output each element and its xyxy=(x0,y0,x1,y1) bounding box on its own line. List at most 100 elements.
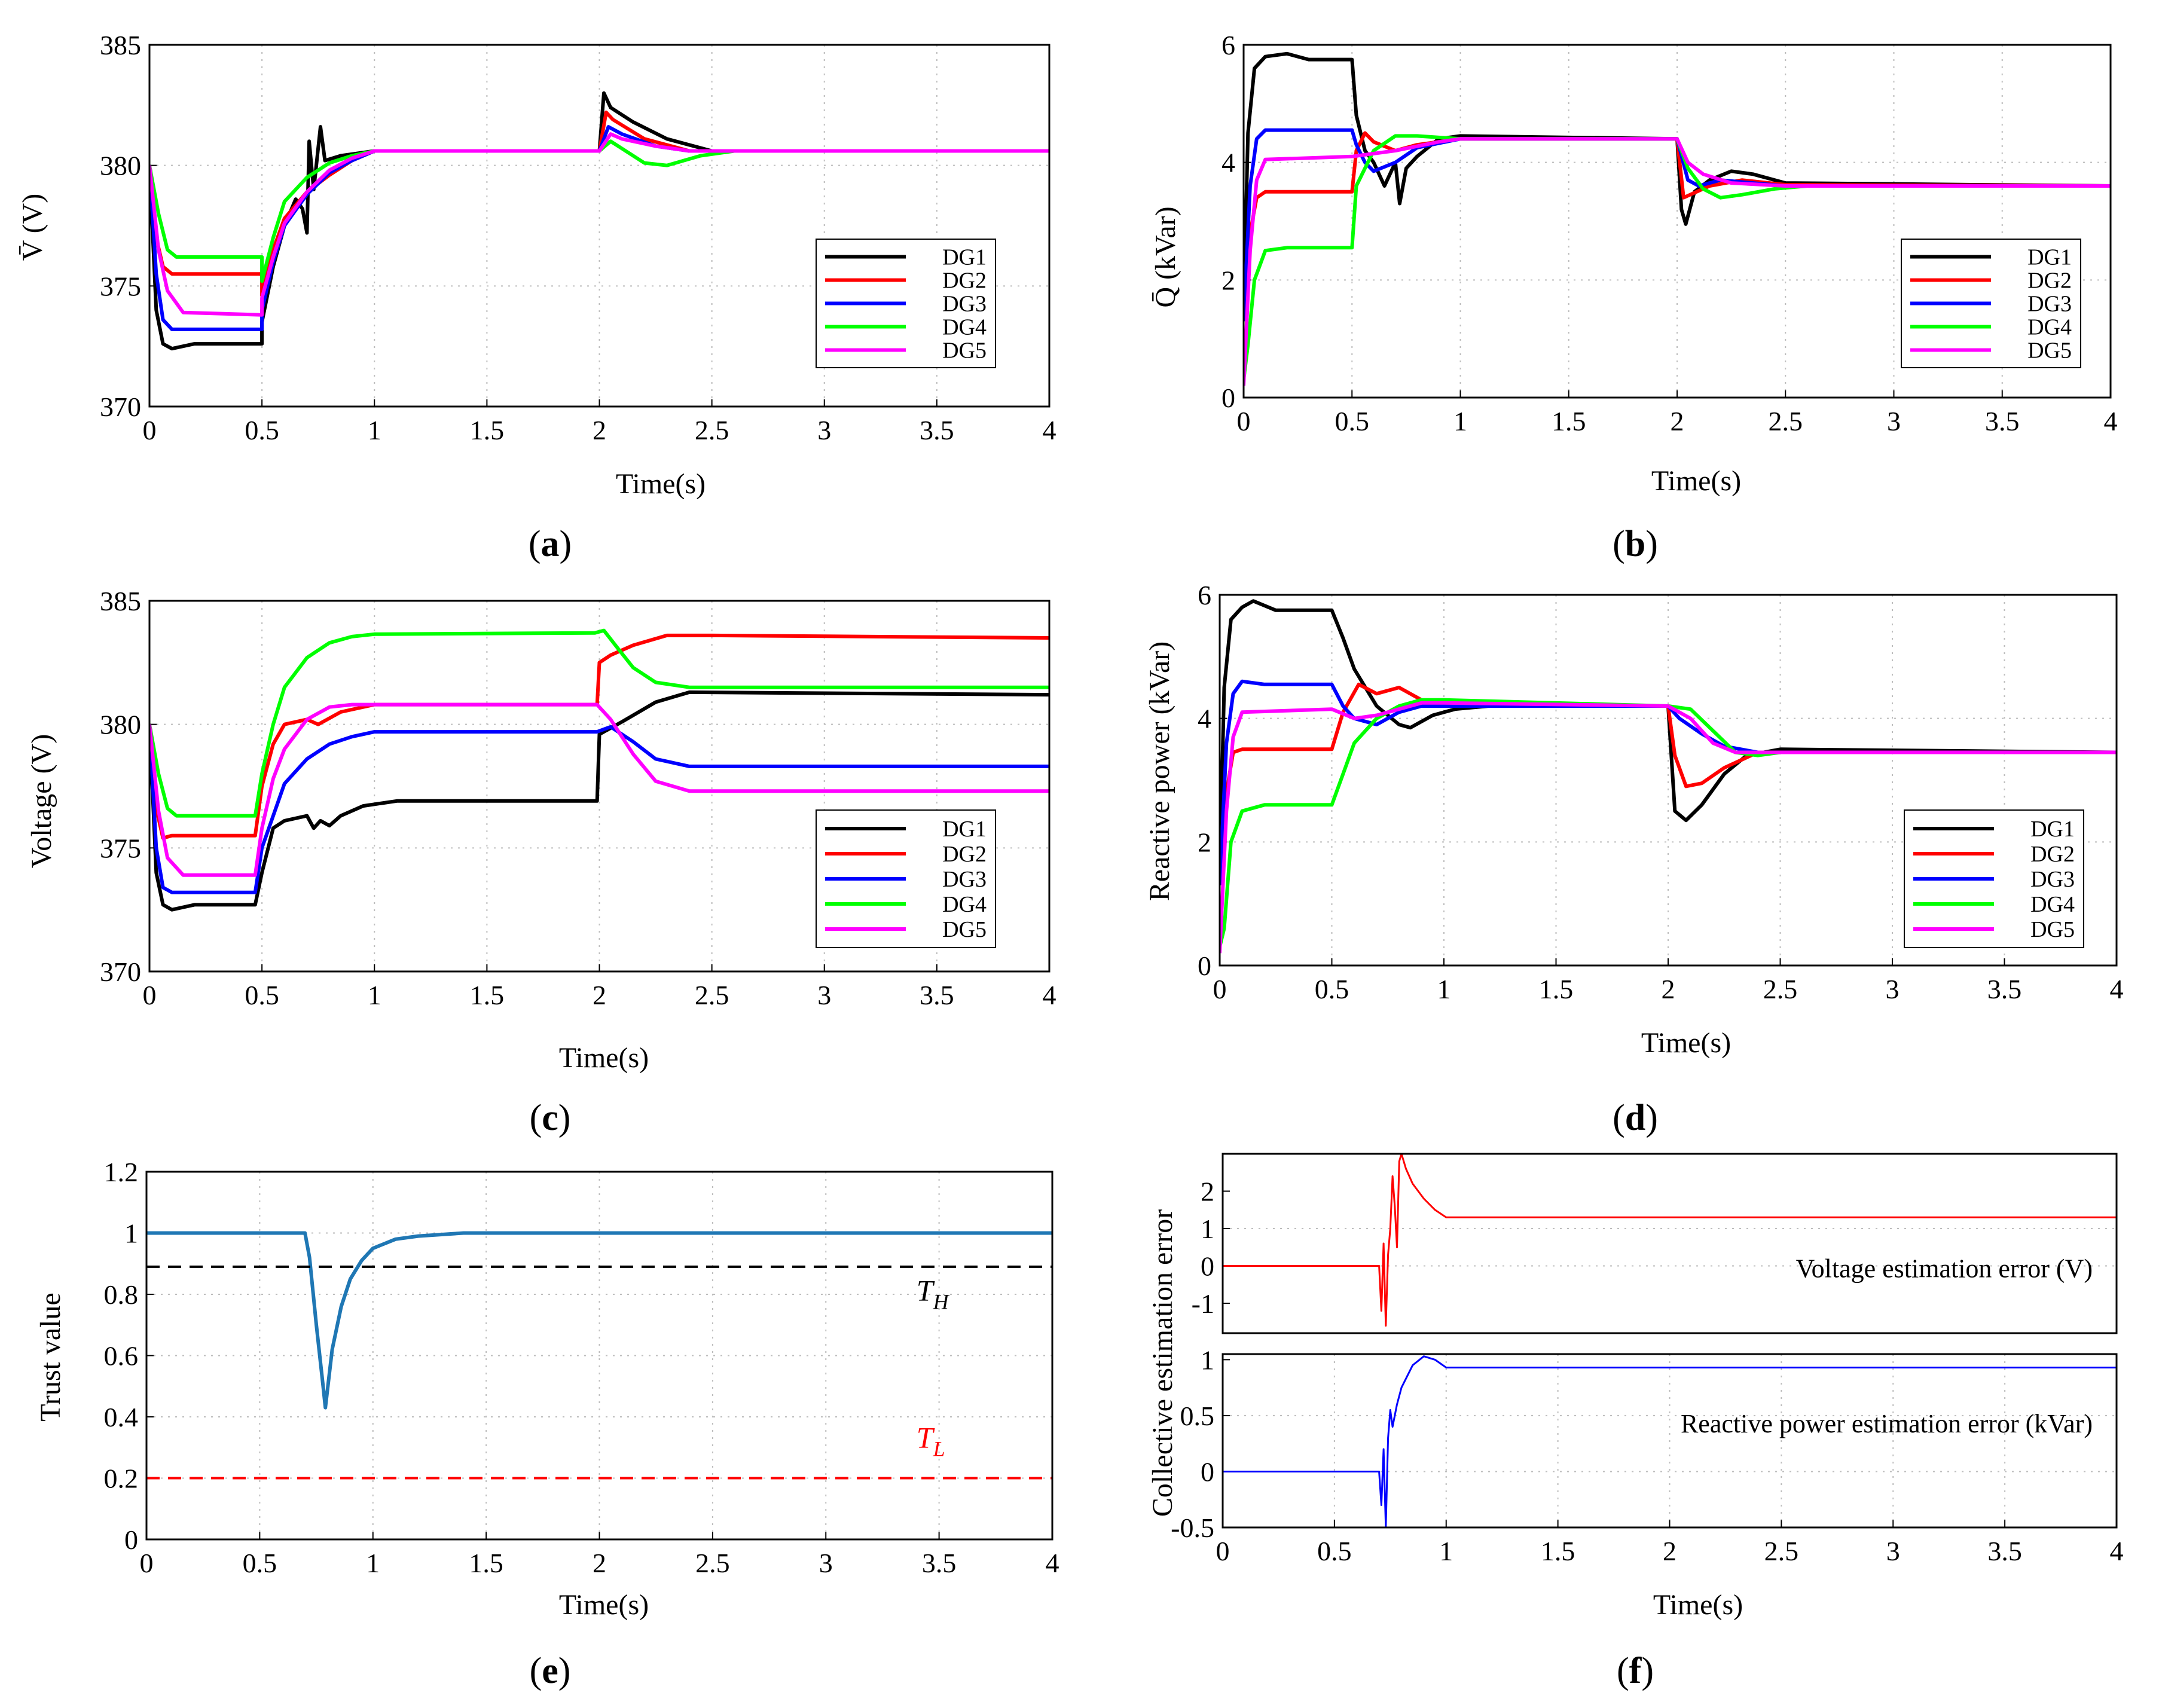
panel-f1-series-group xyxy=(1223,1154,2117,1327)
panel-f1-frame xyxy=(1222,1153,2118,1334)
panel-d-xtick-label: 3 xyxy=(1886,974,1900,1004)
panel-c-legend-label: DG4 xyxy=(942,892,987,917)
panel-f2-series-reactive-power-estimation-error xyxy=(1223,1355,2117,1527)
panel-c-ytick-label: 380 xyxy=(100,710,141,740)
panel-c-xtick-label: 3.5 xyxy=(920,980,954,1010)
panel-c-xtick-label: 3 xyxy=(817,980,831,1010)
panel-f2-xtick-label: 2.5 xyxy=(1764,1536,1799,1566)
panel-a-legend-label: DG2 xyxy=(942,268,987,294)
panel-f2-ytick-label: 1 xyxy=(1201,1345,1214,1375)
panel-a-xtick-label: 0.5 xyxy=(245,415,279,445)
panel-f2-xtick-label: 4 xyxy=(2110,1536,2124,1566)
panel-a-xtick-label: 3.5 xyxy=(920,415,954,445)
panel-e-ytick-label: 1 xyxy=(124,1218,138,1249)
panel-d-letter: d xyxy=(1625,1098,1645,1138)
panel-b-xtick-label: 2.5 xyxy=(1769,406,1803,436)
panel-b-ytick-label: 2 xyxy=(1222,265,1235,295)
panel-c-voltage-chart: Voltage (V) Time(s) (c) 0 0.5 1 1.5 2 2.5 3 3.5… xyxy=(26,586,1056,1138)
panel-b-xtick-label: 4 xyxy=(2104,406,2118,436)
panel-b-series-dg5 xyxy=(1244,137,2111,386)
panel-c-label: (c) xyxy=(530,1098,571,1138)
panel-e-ytick-label: 0.6 xyxy=(104,1341,139,1371)
panel-d-ytick-label: 6 xyxy=(1198,580,1211,610)
panel-c-ytick-label: 385 xyxy=(100,586,141,616)
panel-c-legend-label: DG5 xyxy=(942,917,987,942)
panel-a-series-dg1 xyxy=(149,91,1049,351)
panel-c-legend-label: DG2 xyxy=(942,842,987,867)
panel-a-xtick-label: 1 xyxy=(368,415,381,445)
panel-a-legend-label: DG3 xyxy=(942,292,987,317)
panel-e-xtick-label: 2.5 xyxy=(695,1548,730,1578)
panel-e-xtick-label: 0.5 xyxy=(243,1548,277,1578)
panel-a-voltage-estimate-chart: V̄ (V) Time(s) (a) 0 0.5 1 1.5 2 2.5 3 3.5 4 370 3… xyxy=(17,30,1056,564)
panel-b-xtick-label: 0.5 xyxy=(1335,406,1370,436)
panel-c-frame xyxy=(148,600,1051,973)
panel-b-legend-label: DG3 xyxy=(2027,292,2072,317)
panel-a-xtick-label: 4 xyxy=(1043,415,1056,445)
panel-d-reactive-power-chart: Reactive power (kVar) Time(s) (d) 0 0.5 1 1… xyxy=(1144,580,2124,1138)
panel-c-series-dg4 xyxy=(149,628,1049,818)
panel-e-letter: e xyxy=(542,1651,558,1691)
panel-f2-xtick-label: 2 xyxy=(1663,1536,1676,1566)
panel-f2-xtick-label: 1.5 xyxy=(1541,1536,1575,1566)
panel-b-ytick-label: 4 xyxy=(1222,148,1235,178)
panel-f1-ytick-label: 0 xyxy=(1201,1251,1214,1282)
panel-b-letter: b xyxy=(1625,524,1645,564)
panel-b-xtick-label: 3.5 xyxy=(1985,406,2020,436)
panel-f1-ytick-label: -1 xyxy=(1192,1288,1214,1319)
panel-a-xtick-label: 1.5 xyxy=(470,415,505,445)
panel-a-xtick-label: 2.5 xyxy=(695,415,729,445)
panel-a-ytick-label: 385 xyxy=(100,30,141,60)
panel-d-legend-label: DG5 xyxy=(2030,917,2075,942)
panel-d-xtick-label: 3.5 xyxy=(1987,974,2022,1004)
panel-c-letter: c xyxy=(542,1098,558,1138)
panel-f1-ytick-label: 1 xyxy=(1201,1214,1214,1244)
panel-d-ytick-label: 0 xyxy=(1198,951,1211,981)
panel-d-xlabel: Time(s) xyxy=(1641,1027,1731,1059)
panel-e-plot-area: 0 0.5 1 1.5 2 2.5 3 3.5 4 0 0.2 0.4 0.6 0.8 1 1.2 TH TL xyxy=(104,1157,1059,1578)
panel-b-xtick-label: 1 xyxy=(1453,406,1467,436)
panel-b-xtick-label: 0 xyxy=(1237,406,1251,436)
panel-d-legend-label: DG2 xyxy=(2030,842,2075,867)
panel-a-ytick-label: 375 xyxy=(100,271,141,301)
panel-b-reactive-power-estimate-chart: Q̄ (kVar) Time(s) (b) 0 0.5 1 1.5 2 2.5 3 3.5 40… xyxy=(1150,30,2118,564)
panel-e-series-trust-value xyxy=(146,1231,1052,1410)
panel-b-frame xyxy=(1242,44,2112,399)
panel-d-xtick-label: 2.5 xyxy=(1763,974,1798,1004)
panel-e-xtick-label: 0 xyxy=(140,1548,154,1578)
panel-d-label: (d) xyxy=(1613,1098,1658,1138)
panel-f-xlabel: Time(s) xyxy=(1653,1589,1743,1621)
panel-a-series-group xyxy=(149,91,1049,351)
panel-c-legend-label: DG1 xyxy=(942,817,987,842)
panel-e-ytick-label: 0 xyxy=(124,1524,138,1555)
panel-e-ytick-label: 0.8 xyxy=(104,1279,139,1310)
panel-f1-plot-area: -1 0 1 2 Voltage estimation error (V) xyxy=(1192,1153,2118,1334)
panel-e-xtick-label: 3 xyxy=(819,1548,833,1578)
panel-e-xtick-label: 1.5 xyxy=(469,1548,503,1578)
panel-d-xtick-label: 4 xyxy=(2110,974,2124,1004)
panel-a-ytick-label: 370 xyxy=(100,392,141,422)
panel-a-frame xyxy=(148,44,1051,408)
panel-c-legend-label: DG3 xyxy=(942,867,987,892)
panel-f-estimation-error-chart: Collective estimation error Time(s) (f) … xyxy=(1147,1153,2124,1691)
panel-c-ylabel: Voltage (V) xyxy=(26,734,57,868)
panel-e-xtick-label: 4 xyxy=(1046,1548,1059,1578)
panel-f-ylabel: Collective estimation error xyxy=(1147,1209,1178,1517)
panel-e-xtick-label: 2 xyxy=(593,1548,606,1578)
panel-f2-frame xyxy=(1222,1353,2118,1529)
panel-f-letter: f xyxy=(1629,1651,1642,1691)
panel-a-legend-label: DG4 xyxy=(942,315,987,340)
panel-d-ylabel: Reactive power (kVar) xyxy=(1144,641,1175,901)
panel-a-legend-label: DG5 xyxy=(942,338,987,363)
panel-e-frame xyxy=(145,1171,1053,1541)
panel-c-ytick-label: 370 xyxy=(100,957,141,987)
panel-a-label: (a) xyxy=(529,524,572,564)
panel-a-series-dg5 xyxy=(149,132,1049,317)
panel-c-ytick-label: 375 xyxy=(100,833,141,863)
panel-d-legend-label: DG1 xyxy=(2030,817,2075,842)
panel-a-plot-area: 0 0.5 1 1.5 2 2.5 3 3.5 4370375380385DG1DG2DG3DG… xyxy=(100,30,1056,445)
panel-f2-ytick-label: -0.5 xyxy=(1171,1513,1214,1543)
panel-b-xtick-label: 2 xyxy=(1671,406,1684,436)
